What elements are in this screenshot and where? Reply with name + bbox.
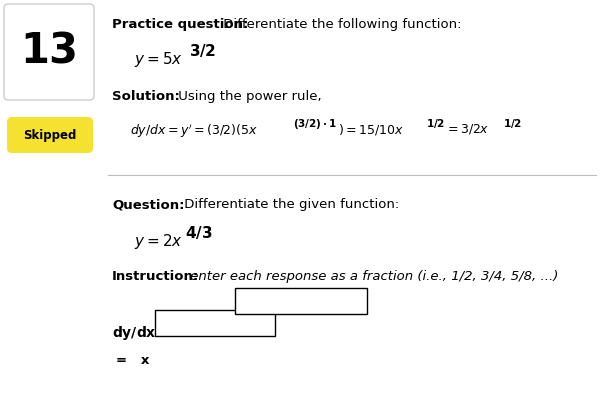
Text: $\mathbf{4/3}$: $\mathbf{4/3}$ bbox=[185, 224, 212, 241]
Text: Using the power rule,: Using the power rule, bbox=[174, 90, 321, 103]
FancyBboxPatch shape bbox=[7, 117, 93, 153]
Text: $\mathbf{\mathit{= 3/2x}}$: $\mathbf{\mathit{= 3/2x}}$ bbox=[445, 122, 490, 136]
Text: Differentiate the given function:: Differentiate the given function: bbox=[180, 198, 399, 211]
Text: Question:: Question: bbox=[112, 198, 185, 211]
Text: $\mathbf{dy/dx}$: $\mathbf{dy/dx}$ bbox=[112, 324, 157, 342]
Text: 13: 13 bbox=[20, 31, 78, 73]
Text: $\mathbf{\mathit{dy/dx = y' = (3/2)(5x}}$: $\mathbf{\mathit{dy/dx = y' = (3/2)(5x}}… bbox=[130, 122, 258, 140]
Text: $\mathbf{\mathit{) = 15/10x}}$: $\mathbf{\mathit{) = 15/10x}}$ bbox=[338, 122, 404, 137]
Text: $\mathbf{3/2}$: $\mathbf{3/2}$ bbox=[189, 42, 216, 59]
Text: Solution:: Solution: bbox=[112, 90, 180, 103]
Bar bbox=[235, 288, 367, 314]
Text: Instruction:: Instruction: bbox=[112, 270, 199, 283]
Text: $\mathbf{1/2}$: $\mathbf{1/2}$ bbox=[503, 117, 522, 130]
Text: Skipped: Skipped bbox=[24, 129, 77, 142]
Bar bbox=[155, 310, 275, 336]
Text: $\mathbf{(3/2) \cdot 1}$: $\mathbf{(3/2) \cdot 1}$ bbox=[293, 117, 337, 131]
Text: Practice question:: Practice question: bbox=[112, 18, 248, 31]
Text: =   x: = x bbox=[116, 354, 150, 367]
Text: Differentiate the following function:: Differentiate the following function: bbox=[219, 18, 461, 31]
Text: $\it{y = 2x}$: $\it{y = 2x}$ bbox=[134, 232, 183, 251]
Text: enter each response as a fraction (i.e., 1/2, 3/4, 5/8, ...): enter each response as a fraction (i.e.,… bbox=[186, 270, 558, 283]
Text: $\it{y = 5x}$: $\it{y = 5x}$ bbox=[134, 50, 183, 69]
Text: $\mathbf{1/2}$: $\mathbf{1/2}$ bbox=[426, 117, 445, 130]
FancyBboxPatch shape bbox=[4, 4, 94, 100]
